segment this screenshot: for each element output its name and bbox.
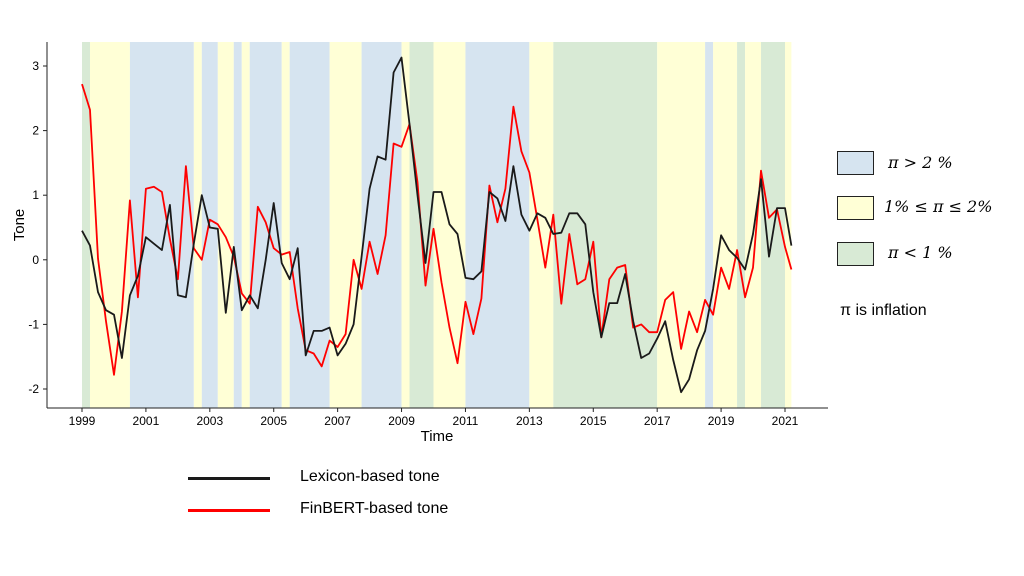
regime-band-mid <box>401 42 410 408</box>
regime-band-low <box>553 42 658 408</box>
series-line-lexicon <box>81 56 793 394</box>
x-tick-label: 2011 <box>453 414 479 428</box>
regime-band-high <box>361 42 402 408</box>
x-tick-label: 2001 <box>133 414 160 428</box>
x-tick-label: 2013 <box>516 414 543 428</box>
x-tick-label: 2017 <box>644 414 671 428</box>
legend-label-mid-inflation: 1% ≤ π ≤ 2% <box>884 197 993 216</box>
x-tick-label: 2003 <box>196 414 223 428</box>
x-tick-label: 1999 <box>69 414 96 428</box>
y-tick-label: 3 <box>32 59 39 73</box>
regime-band-mid <box>217 42 234 408</box>
chart-axes: 3 2 1 0 -1 -2 1999 2001 2003 2005 2007 2009 2011 2013… <box>28 42 828 428</box>
series-line-finbert <box>81 83 793 376</box>
x-tick-label: 2007 <box>324 414 351 428</box>
y-tick-label: 1 <box>32 188 39 202</box>
y-tick-label: -2 <box>28 382 39 396</box>
legend-swatch-low-inflation <box>837 242 874 266</box>
regime-band-mid <box>329 42 362 408</box>
legend-label-lexicon: Lexicon-based tone <box>300 468 440 485</box>
y-tick-label: -1 <box>28 317 39 331</box>
legend-swatch-mid-inflation <box>837 196 874 220</box>
legend-line-lexicon <box>188 477 270 480</box>
legend-label-high-inflation: π > 2 % <box>888 153 953 172</box>
x-tick-label: 2005 <box>260 414 287 428</box>
y-tick-label: 2 <box>32 124 39 138</box>
legend-swatch-high-inflation <box>837 151 874 175</box>
regime-band-low <box>761 42 785 408</box>
inflation-regime-bands <box>82 42 792 408</box>
regime-band-low <box>82 42 90 408</box>
regime-band-mid <box>241 42 250 408</box>
x-tick-label: 2019 <box>708 414 735 428</box>
tone-series-lines <box>81 56 793 394</box>
regime-band-mid <box>713 42 738 408</box>
regime-band-high <box>129 42 194 408</box>
regime-band-high <box>465 42 530 408</box>
y-tick-label: 0 <box>32 253 39 267</box>
y-axis-label: Tone <box>11 209 28 242</box>
regime-band-high <box>705 42 714 408</box>
x-tick-label: 2021 <box>772 414 799 428</box>
regime-band-high <box>289 42 330 408</box>
legend-line-finbert <box>188 509 270 512</box>
x-tick-label: 2015 <box>580 414 607 428</box>
x-tick-label: 2009 <box>388 414 415 428</box>
regime-band-mid <box>657 42 706 408</box>
regime-band-mid <box>281 42 290 408</box>
x-axis-label: Time <box>421 428 454 445</box>
legend-label-low-inflation: π < 1 % <box>888 243 953 262</box>
regime-band-mid <box>193 42 202 408</box>
legend-label-finbert: FinBERT-based tone <box>300 500 449 517</box>
regime-band-low <box>737 42 746 408</box>
regime-band-mid <box>529 42 554 408</box>
regime-band-mid <box>745 42 762 408</box>
legend-note-inflation: π is inflation <box>840 302 927 319</box>
regime-band-high <box>233 42 242 408</box>
